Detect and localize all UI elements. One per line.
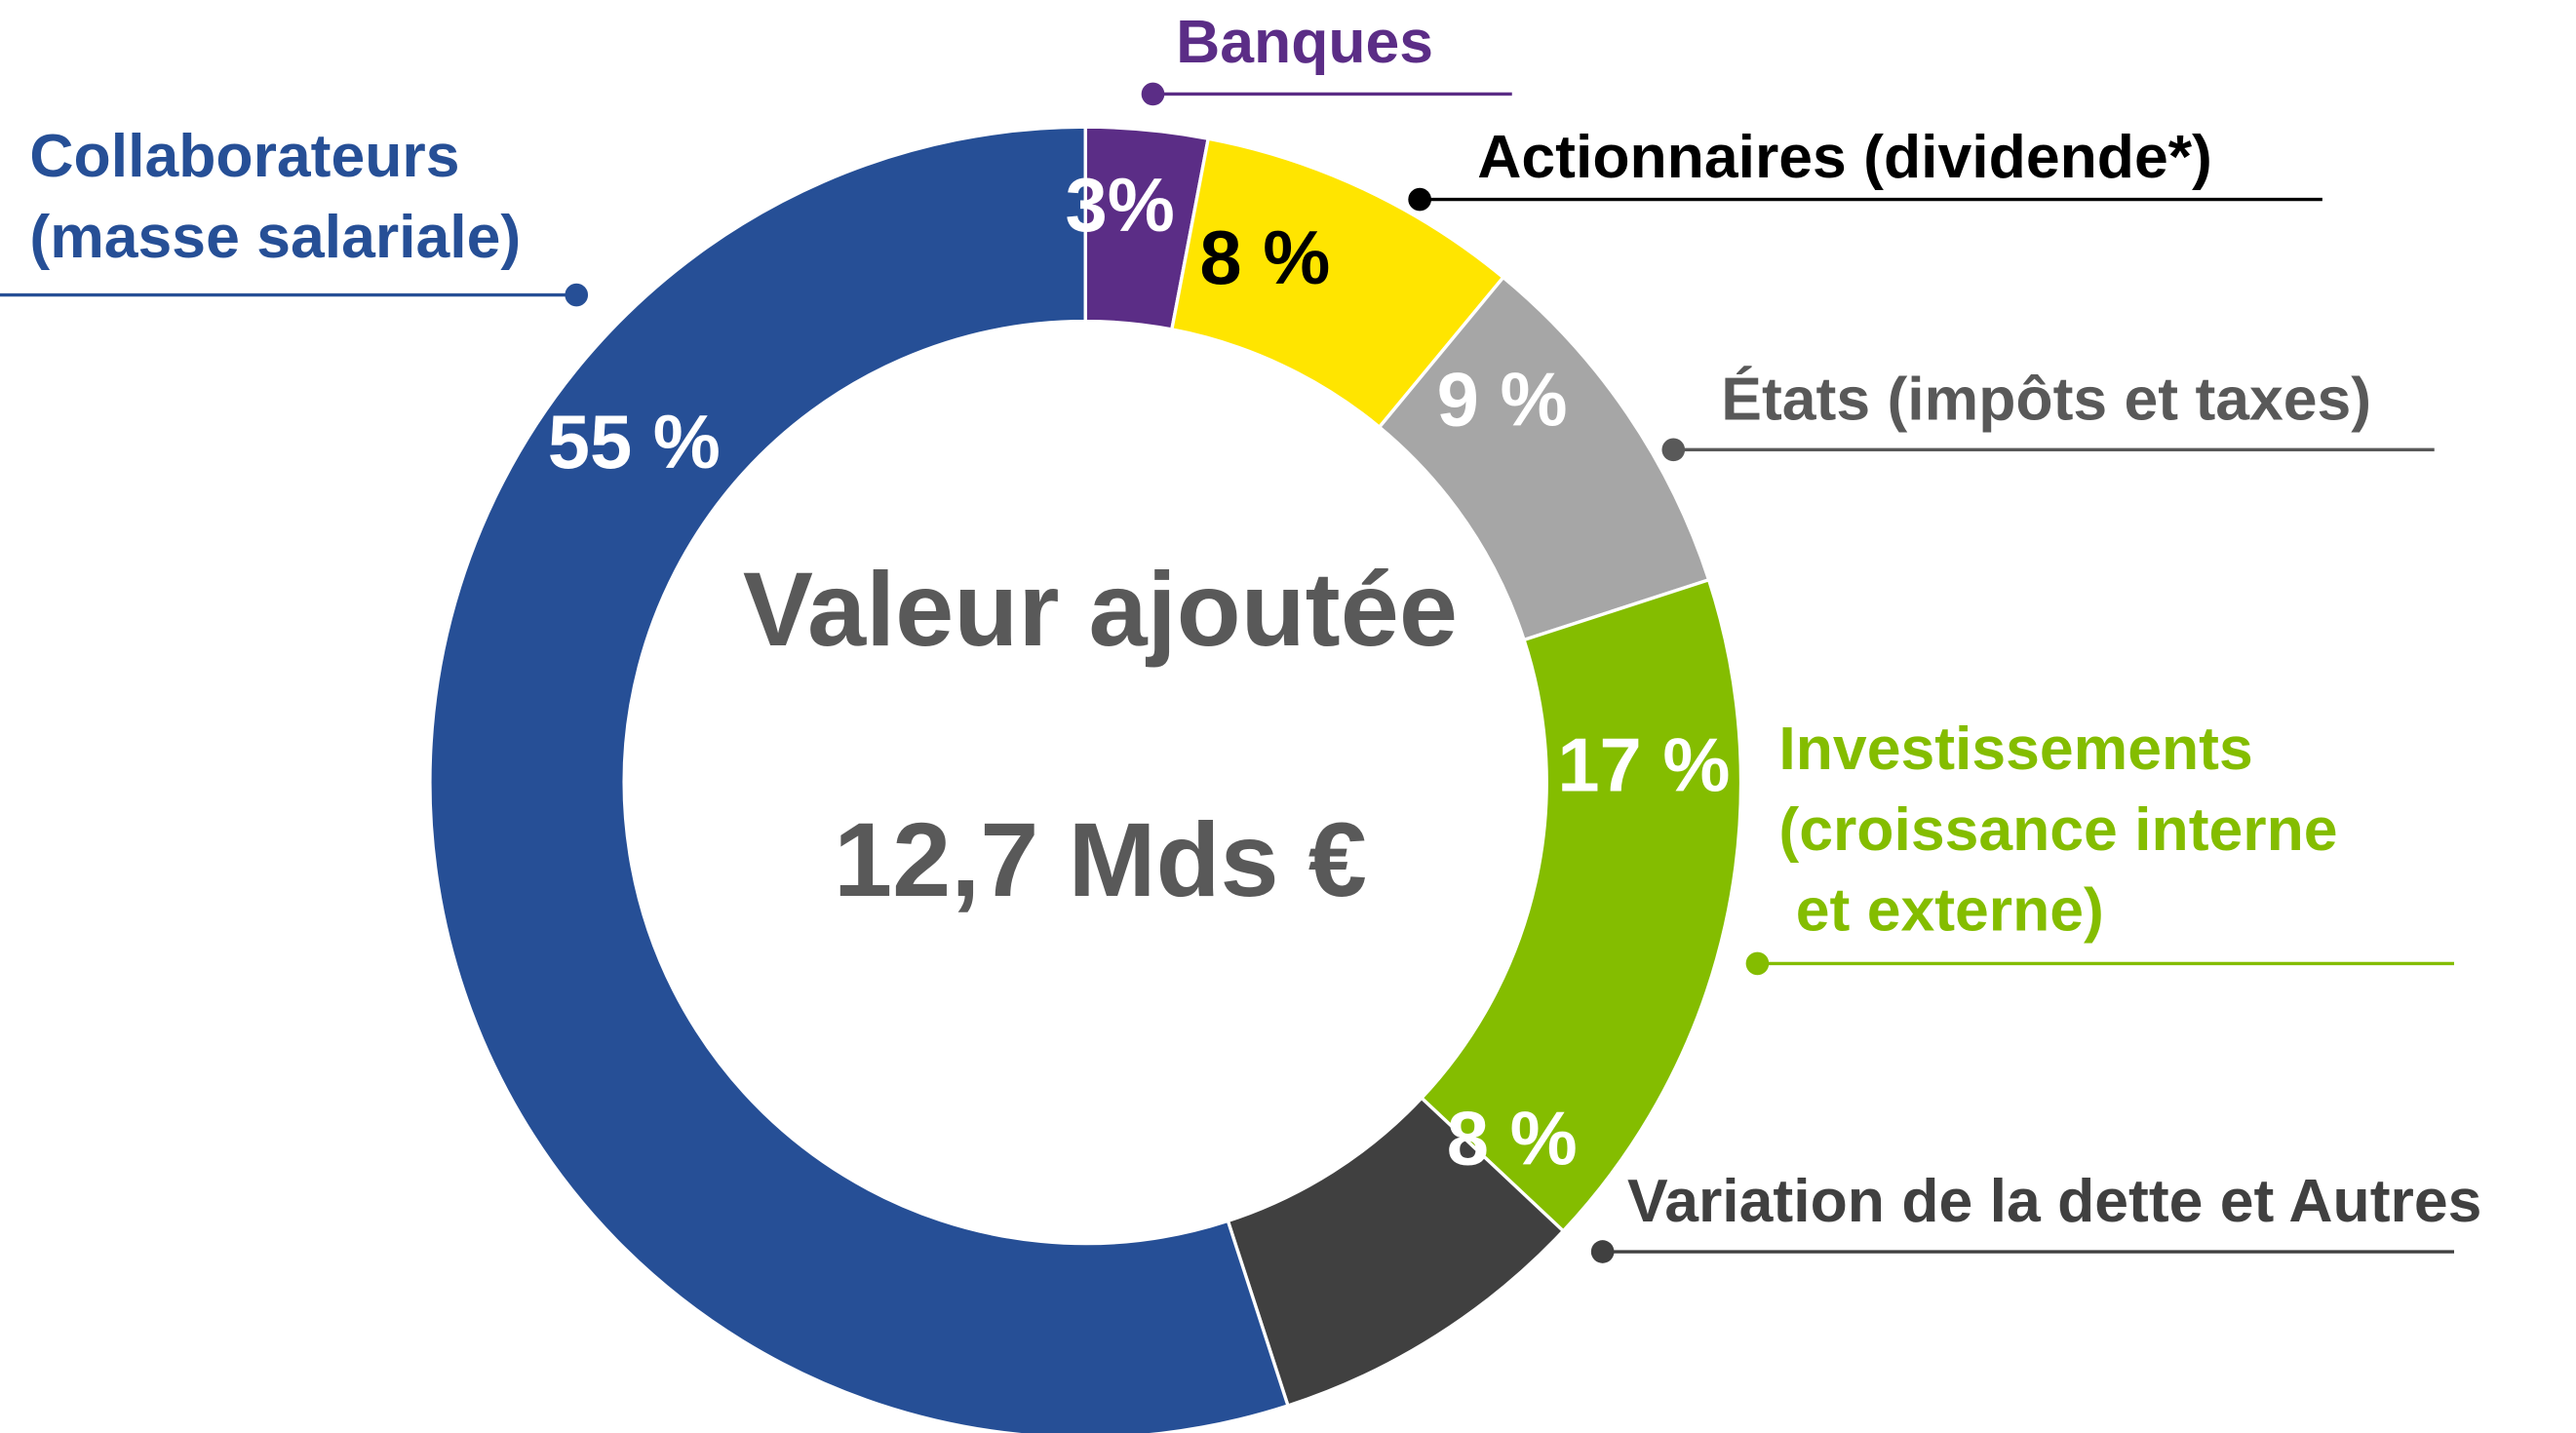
category-label-line: (croissance interne	[1778, 794, 2337, 863]
value-label: 55 %	[548, 401, 721, 484]
leader-dot	[1661, 438, 1686, 462]
category-label: Investissements (croissance interne et ex…	[1778, 715, 2337, 945]
donut-segment	[428, 125, 1291, 1433]
category-label-line: (masse salariale)	[29, 202, 521, 270]
value-label: 8 %	[1447, 1098, 1578, 1181]
category-label: États (impôts et taxes)	[1721, 366, 2371, 434]
center-title: Valeur ajoutée	[743, 550, 1458, 668]
category-label: Actionnaires (dividende*)	[1477, 123, 2212, 191]
leader-dot	[1745, 951, 1770, 976]
category-label-line: Investissements	[1778, 715, 2252, 783]
value-label: 17 %	[1557, 723, 1730, 807]
value-label: 8 %	[1199, 216, 1330, 300]
center-value: 12,7 Mds €	[834, 800, 1367, 918]
category-label: Banques	[1176, 8, 1433, 76]
value-label: 9 %	[1437, 358, 1568, 442]
leader-dot	[1408, 187, 1431, 212]
category-label: Collaborateurs (masse salariale)	[29, 122, 521, 271]
donut-segment	[1419, 577, 1743, 1234]
category-label-line: Collaborateurs	[29, 122, 459, 190]
leader-dot	[1141, 82, 1165, 106]
leader-dot	[1590, 1240, 1615, 1263]
value-label: 3%	[1066, 164, 1175, 248]
category-label: Variation de la dette et Autres	[1627, 1167, 2481, 1235]
leader-dot	[565, 283, 589, 307]
category-label-line: et externe)	[1778, 875, 2103, 944]
